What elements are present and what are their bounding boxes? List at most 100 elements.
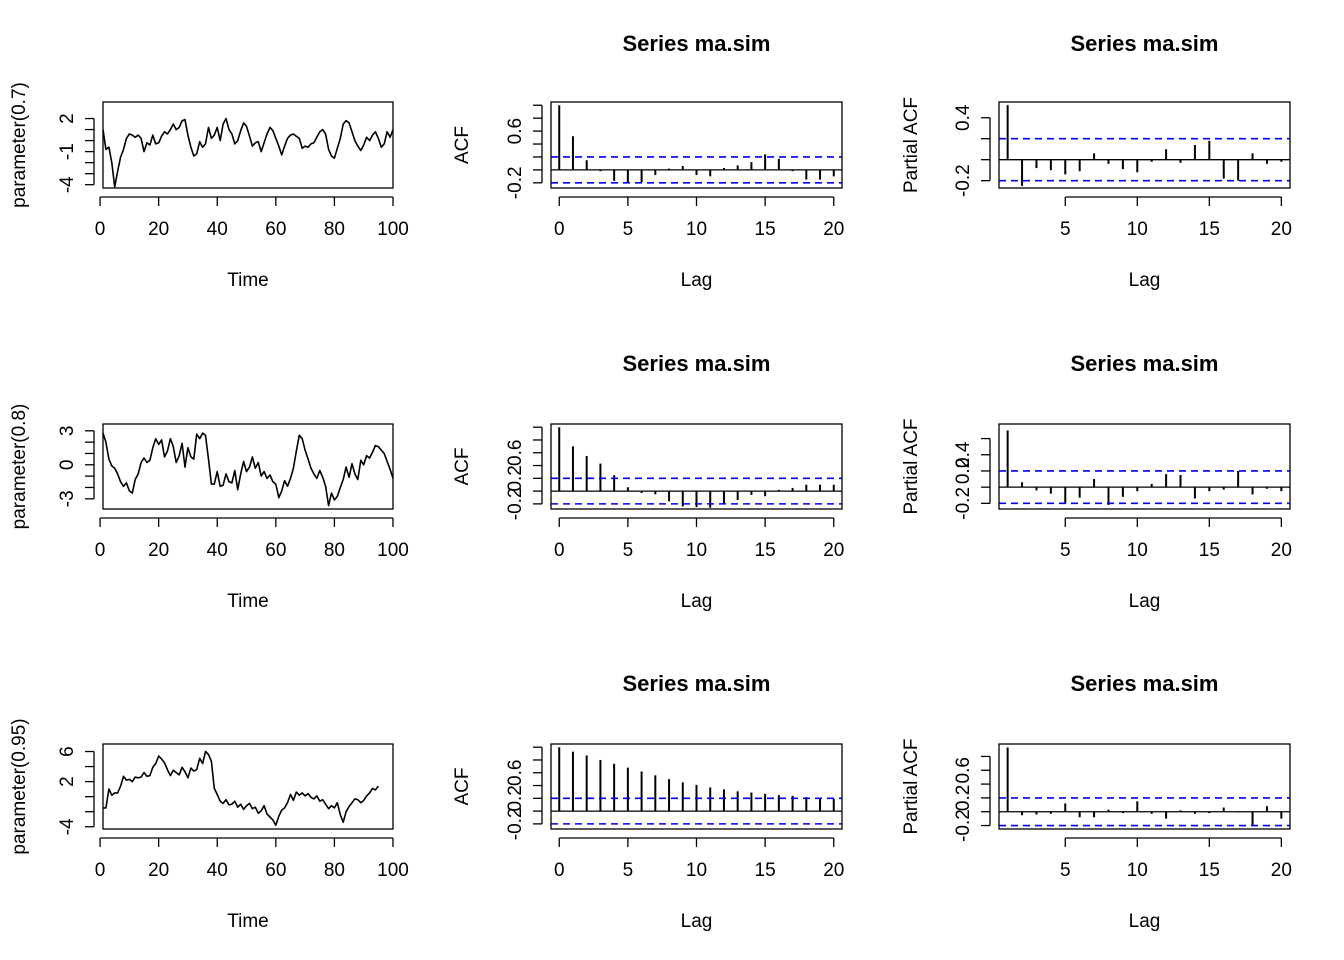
x-axis: 0 5 10 15 20 bbox=[554, 517, 844, 561]
x-axis: 0 20 40 60 80 100 bbox=[95, 196, 409, 240]
x-tick-label: 40 bbox=[207, 860, 228, 881]
y-tick-label: -1 bbox=[57, 143, 78, 160]
x-tick-label: 20 bbox=[1271, 860, 1292, 881]
x-axis-label: Lag bbox=[681, 270, 713, 291]
y-axis-label: ACF bbox=[452, 126, 473, 164]
y-tick-label: -0.2 bbox=[953, 487, 974, 520]
x-tick-label: 0 bbox=[554, 540, 565, 561]
y-tick-label: 0.2 bbox=[953, 785, 974, 811]
y-tick-label: 0.6 bbox=[505, 440, 526, 466]
y-tick-label: 2 bbox=[57, 113, 78, 124]
x-axis: 5 10 15 20 bbox=[1060, 517, 1292, 561]
x-tick-label: 0 bbox=[95, 860, 106, 881]
y-axis-label: ACF bbox=[452, 448, 473, 486]
panel-0-0: Time parameter(0.7) 0 20 40 60 80 100 -4 -1 2 bbox=[9, 82, 409, 291]
panel-2-1: Series ma.sim Lag ACF 0 5 10 15 20 -0.20.20.6 bbox=[452, 671, 844, 932]
x-axis-label: Time bbox=[227, 270, 269, 291]
x-axis: 5 10 15 20 bbox=[1060, 196, 1292, 240]
x-tick-label: 15 bbox=[1199, 860, 1220, 881]
x-axis-label: Time bbox=[227, 591, 269, 612]
y-tick-label: 0.6 bbox=[953, 757, 974, 783]
x-axis-label: Lag bbox=[1129, 270, 1161, 291]
x-axis: 0 20 40 60 80 100 bbox=[95, 837, 409, 881]
panel-0-2: Series ma.sim Lag Partial ACF 5 10 15 20 -0.2 0.… bbox=[901, 31, 1292, 291]
x-tick-label: 5 bbox=[1060, 219, 1071, 240]
plot-frame bbox=[550, 101, 843, 189]
chart-title: Series ma.sim bbox=[623, 351, 771, 376]
plot-frame bbox=[998, 101, 1291, 189]
y-axis-label: ACF bbox=[452, 768, 473, 806]
x-axis-label: Lag bbox=[681, 591, 713, 612]
x-tick-label: 10 bbox=[1127, 860, 1148, 881]
y-tick-label: -0.2 bbox=[505, 488, 526, 521]
y-axis-label: Partial ACF bbox=[901, 418, 922, 514]
chart-title: Series ma.sim bbox=[1071, 31, 1219, 56]
y-tick-label: 2 bbox=[57, 776, 78, 787]
panel-0-1: Series ma.sim Lag ACF 0 5 10 15 20 -0.2 0.6 bbox=[452, 31, 844, 291]
x-tick-label: 5 bbox=[623, 540, 634, 561]
y-tick-label: -4 bbox=[57, 818, 78, 835]
x-tick-label: 5 bbox=[1060, 860, 1071, 881]
chart-title: Series ma.sim bbox=[623, 671, 771, 696]
x-tick-label: 5 bbox=[1060, 540, 1071, 561]
plot-frame bbox=[102, 743, 394, 830]
y-axis: -0.20.20.6 bbox=[505, 426, 543, 521]
y-axis: -0.20.20.6 bbox=[505, 746, 543, 841]
y-tick-label: 0.2 bbox=[953, 458, 974, 484]
x-tick-label: 60 bbox=[265, 860, 286, 881]
x-tick-label: 5 bbox=[623, 860, 634, 881]
x-tick-label: 20 bbox=[148, 219, 169, 240]
x-tick-label: 10 bbox=[686, 219, 707, 240]
chart-title: Series ma.sim bbox=[1071, 671, 1219, 696]
x-axis-label: Lag bbox=[1129, 591, 1161, 612]
x-tick-label: 0 bbox=[554, 219, 565, 240]
x-tick-label: 100 bbox=[377, 540, 409, 561]
x-tick-label: 100 bbox=[377, 219, 409, 240]
x-tick-label: 60 bbox=[265, 540, 286, 561]
chart-title: Series ma.sim bbox=[623, 31, 771, 56]
x-tick-label: 80 bbox=[324, 219, 345, 240]
y-axis-label: parameter(0.8) bbox=[9, 404, 30, 530]
y-tick-label: -0.2 bbox=[505, 808, 526, 841]
x-axis-label: Time bbox=[227, 911, 269, 932]
panel-1-2: Series ma.sim Lag Partial ACF 5 10 15 20 -0.2 0.… bbox=[901, 351, 1292, 612]
y-axis-label: parameter(0.95) bbox=[9, 718, 30, 854]
plot-frame bbox=[102, 101, 394, 189]
y-tick-label: -3 bbox=[57, 490, 78, 507]
x-tick-label: 15 bbox=[1199, 540, 1220, 561]
y-axis: -0.20.20.6 bbox=[953, 755, 991, 842]
y-tick-label: 0.6 bbox=[505, 118, 526, 144]
series-line bbox=[102, 117, 394, 188]
y-tick-label: -4 bbox=[57, 176, 78, 193]
plot-frame bbox=[998, 423, 1291, 510]
x-tick-label: 100 bbox=[377, 860, 409, 881]
y-tick-label: 0.4 bbox=[953, 441, 974, 468]
x-tick-label: 0 bbox=[95, 540, 106, 561]
plot-frame bbox=[998, 743, 1291, 830]
y-axis-label: Partial ACF bbox=[901, 97, 922, 193]
x-tick-label: 15 bbox=[755, 860, 776, 881]
x-tick-label: 40 bbox=[207, 219, 228, 240]
y-axis: -0.2 0.6 bbox=[505, 104, 543, 199]
y-axis: -3 0 3 bbox=[57, 426, 95, 507]
y-axis-label: Partial ACF bbox=[901, 738, 922, 834]
x-tick-label: 10 bbox=[686, 860, 707, 881]
plot-frame bbox=[102, 423, 394, 510]
x-axis: 0 5 10 15 20 bbox=[554, 837, 844, 881]
x-tick-label: 0 bbox=[95, 219, 106, 240]
x-tick-label: 80 bbox=[324, 860, 345, 881]
x-tick-label: 15 bbox=[1199, 219, 1220, 240]
x-tick-label: 15 bbox=[755, 540, 776, 561]
x-tick-label: 60 bbox=[265, 219, 286, 240]
series-line bbox=[103, 750, 380, 827]
y-axis: -4 -1 2 bbox=[57, 113, 95, 193]
x-axis-label: Lag bbox=[1129, 911, 1161, 932]
y-tick-label: 0.2 bbox=[505, 465, 526, 491]
plot-frame bbox=[550, 423, 843, 510]
x-tick-label: 0 bbox=[554, 860, 565, 881]
y-tick-label: -0.2 bbox=[953, 809, 974, 842]
plot-frame bbox=[550, 743, 843, 830]
x-tick-label: 10 bbox=[686, 540, 707, 561]
panel-2-0: Time parameter(0.95) 0 20 40 60 80 100 -4 2 6 bbox=[9, 718, 409, 932]
